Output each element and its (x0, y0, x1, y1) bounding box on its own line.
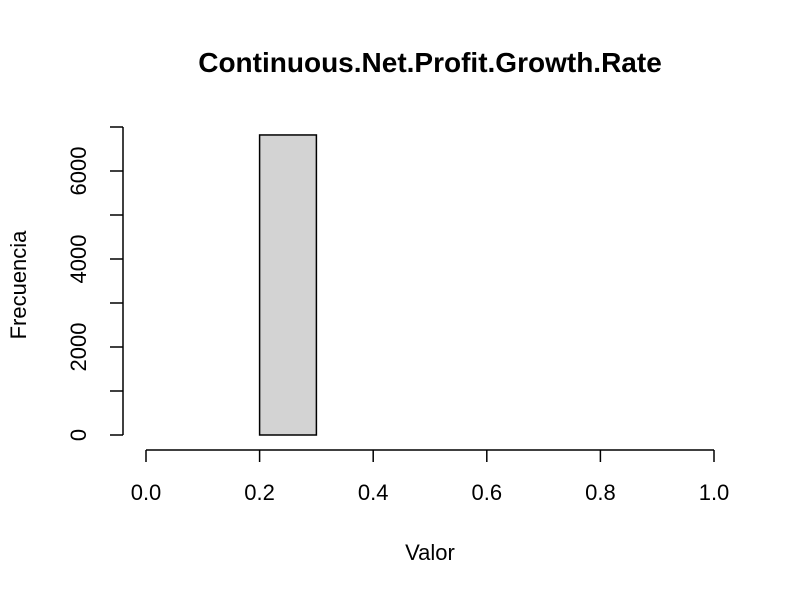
y-tick-label: 0 (66, 429, 91, 441)
x-tick-label: 0.2 (244, 480, 275, 505)
y-axis: 0 2000 4000 6000 (66, 126, 124, 441)
chart-title: Continuous.Net.Profit.Growth.Rate (198, 47, 662, 78)
x-tick-label: 1.0 (699, 480, 730, 505)
y-tick-label: 6000 (66, 147, 91, 196)
x-tick-label: 0.0 (131, 480, 162, 505)
x-axis: 0.0 0.2 0.4 0.6 0.8 1.0 (131, 449, 730, 505)
x-tick-label: 0.6 (472, 480, 503, 505)
x-axis-label: Valor (405, 540, 455, 565)
histogram-bar-2 (258, 134, 318, 436)
y-axis-label: Frecuencia (6, 230, 31, 340)
bars-group (258, 134, 318, 436)
x-tick-label: 0.4 (358, 480, 389, 505)
y-tick-label: 4000 (66, 235, 91, 284)
y-tick-label: 2000 (66, 323, 91, 372)
x-tick-label: 0.8 (585, 480, 616, 505)
